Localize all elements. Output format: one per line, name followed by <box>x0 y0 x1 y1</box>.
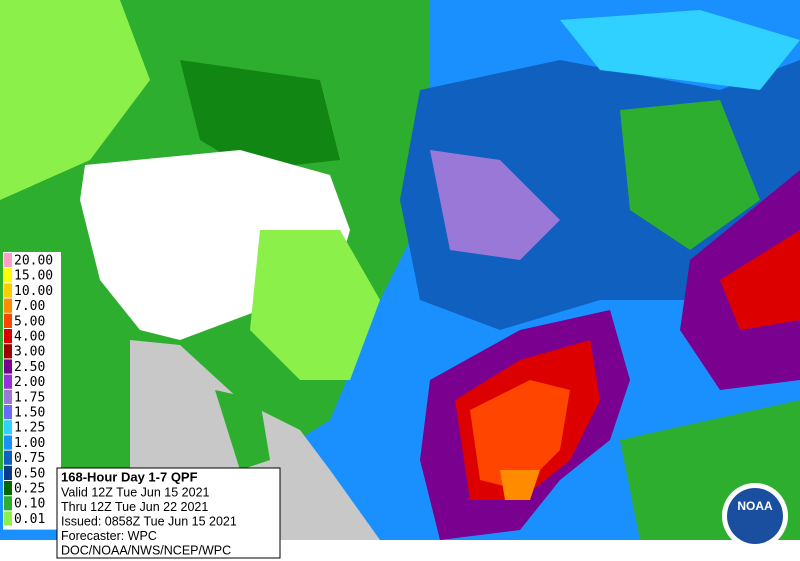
legend-swatch <box>4 481 12 496</box>
legend-swatch <box>4 420 12 435</box>
legend-label: 0.25 <box>14 482 45 497</box>
legend-swatch <box>4 496 12 511</box>
info-line: Thru 12Z Tue Jun 22 2021 <box>61 500 208 514</box>
logo-disc <box>727 488 783 544</box>
legend-label: 1.50 <box>14 406 45 421</box>
legend-swatch <box>4 389 12 404</box>
legend-swatch <box>4 511 12 526</box>
green-region <box>620 100 760 250</box>
legend-swatch <box>4 465 12 480</box>
legend-label: 0.75 <box>14 451 45 466</box>
legend-label: 3.00 <box>14 345 45 360</box>
info-line: Forecaster: WPC <box>61 529 157 543</box>
legend-label: 5.00 <box>14 314 45 329</box>
red-region <box>720 230 800 330</box>
light-green-region <box>0 0 150 200</box>
legend-swatch <box>4 405 12 420</box>
legend-swatch <box>4 450 12 465</box>
legend-swatch <box>4 313 12 328</box>
legend-swatch <box>4 298 12 313</box>
info-line: Issued: 0858Z Tue Jun 15 2021 <box>61 514 237 528</box>
info-title: 168-Hour Day 1-7 QPF <box>61 469 198 484</box>
legend-label: 2.50 <box>14 360 45 375</box>
legend-label: 1.25 <box>14 421 45 436</box>
legend-label: 10.00 <box>14 284 53 299</box>
legend-label: 1.00 <box>14 436 45 451</box>
legend-label: 7.00 <box>14 299 45 314</box>
orange-region <box>470 380 570 490</box>
legend-label: 15.00 <box>14 269 53 284</box>
legend-swatch <box>4 435 12 450</box>
legend-label: 0.50 <box>14 466 45 481</box>
legend-label: 2.00 <box>14 375 45 390</box>
logo-text: NOAA <box>737 499 773 513</box>
legend-label: 4.00 <box>14 330 45 345</box>
info-box <box>56 467 281 559</box>
green-region <box>215 390 270 470</box>
legend-label: 0.10 <box>14 497 45 512</box>
legend-swatch <box>4 374 12 389</box>
purple-region <box>430 150 560 260</box>
info-line: DOC/NOAA/NWS/NCEP/WPC <box>61 543 231 557</box>
legend-swatch <box>4 359 12 374</box>
legend-swatch <box>4 268 12 283</box>
cyan-region <box>560 10 800 90</box>
legend: 20.0015.0010.007.005.004.003.002.502.001… <box>3 252 61 530</box>
legend-swatch <box>4 253 12 268</box>
legend-swatch <box>4 329 12 344</box>
info-line: Valid 12Z Tue Jun 15 2021 <box>61 485 210 499</box>
legend-label: 1.75 <box>14 390 45 405</box>
legend-swatch <box>4 344 12 359</box>
legend-background <box>3 252 61 530</box>
legend-label: 0.01 <box>14 512 45 527</box>
dark-green-region <box>180 60 340 170</box>
light-green-region <box>250 230 380 380</box>
dark-orange-region <box>500 470 540 500</box>
legend-label: 20.00 <box>14 254 53 269</box>
legend-swatch <box>4 283 12 298</box>
